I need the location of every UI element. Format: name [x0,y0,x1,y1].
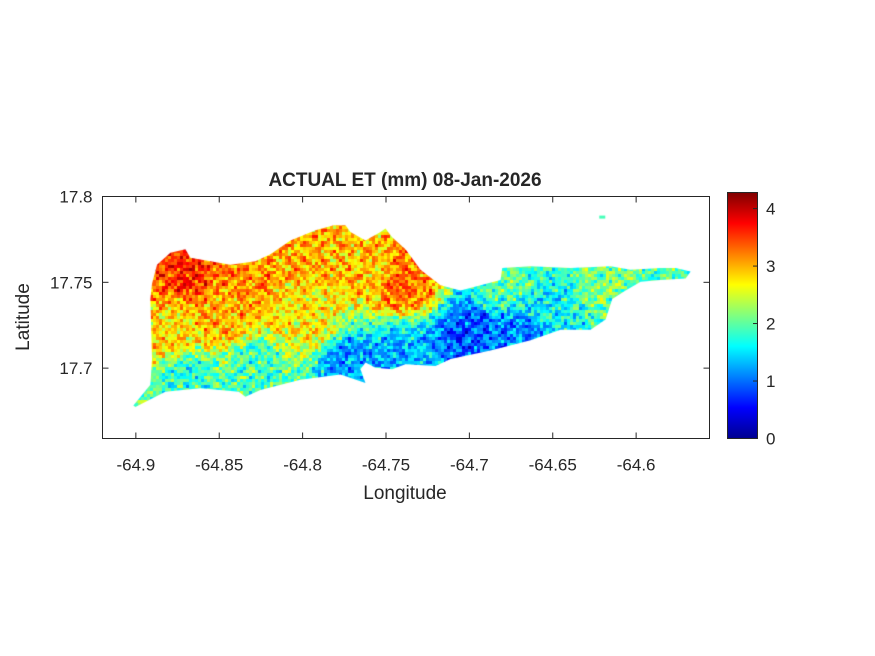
y-tick-label: 17.7 [59,359,92,378]
x-tick-label: -64.65 [529,456,577,475]
x-tick-label: -64.75 [362,456,410,475]
y-ticks: 17.7 17.75 17.8 [50,188,710,378]
colorbar-tick-label: 1 [766,372,775,391]
x-axis-label: Longitude [363,483,446,504]
x-tick-label: -64.9 [116,456,155,475]
colorbar-tick-label: 0 [766,430,775,449]
y-tick-label: 17.75 [50,273,93,292]
colorbar-tick-label: 3 [766,257,775,276]
et-heatmap [102,196,709,438]
x-tick-label: -64.85 [195,456,243,475]
x-tick-label: -64.7 [450,456,489,475]
y-axis-label: Latitude [13,283,34,351]
colorbar [727,192,758,439]
chart-title: ACTUAL ET (mm) 08-Jan-2026 [268,170,541,191]
y-tick-label: 17.8 [59,188,92,207]
colorbar-tick-label: 4 [766,200,775,219]
colorbar-tick-label: 2 [766,315,775,334]
x-ticks: -64.9 -64.85 -64.8 -64.75 -64.7 -64.65 -64.6 [116,196,656,475]
plot-box [102,196,710,439]
colorbar-ticks: 0 1 2 3 4 [753,200,775,449]
x-tick-label: -64.6 [617,456,656,475]
x-tick-label: -64.8 [283,456,322,475]
